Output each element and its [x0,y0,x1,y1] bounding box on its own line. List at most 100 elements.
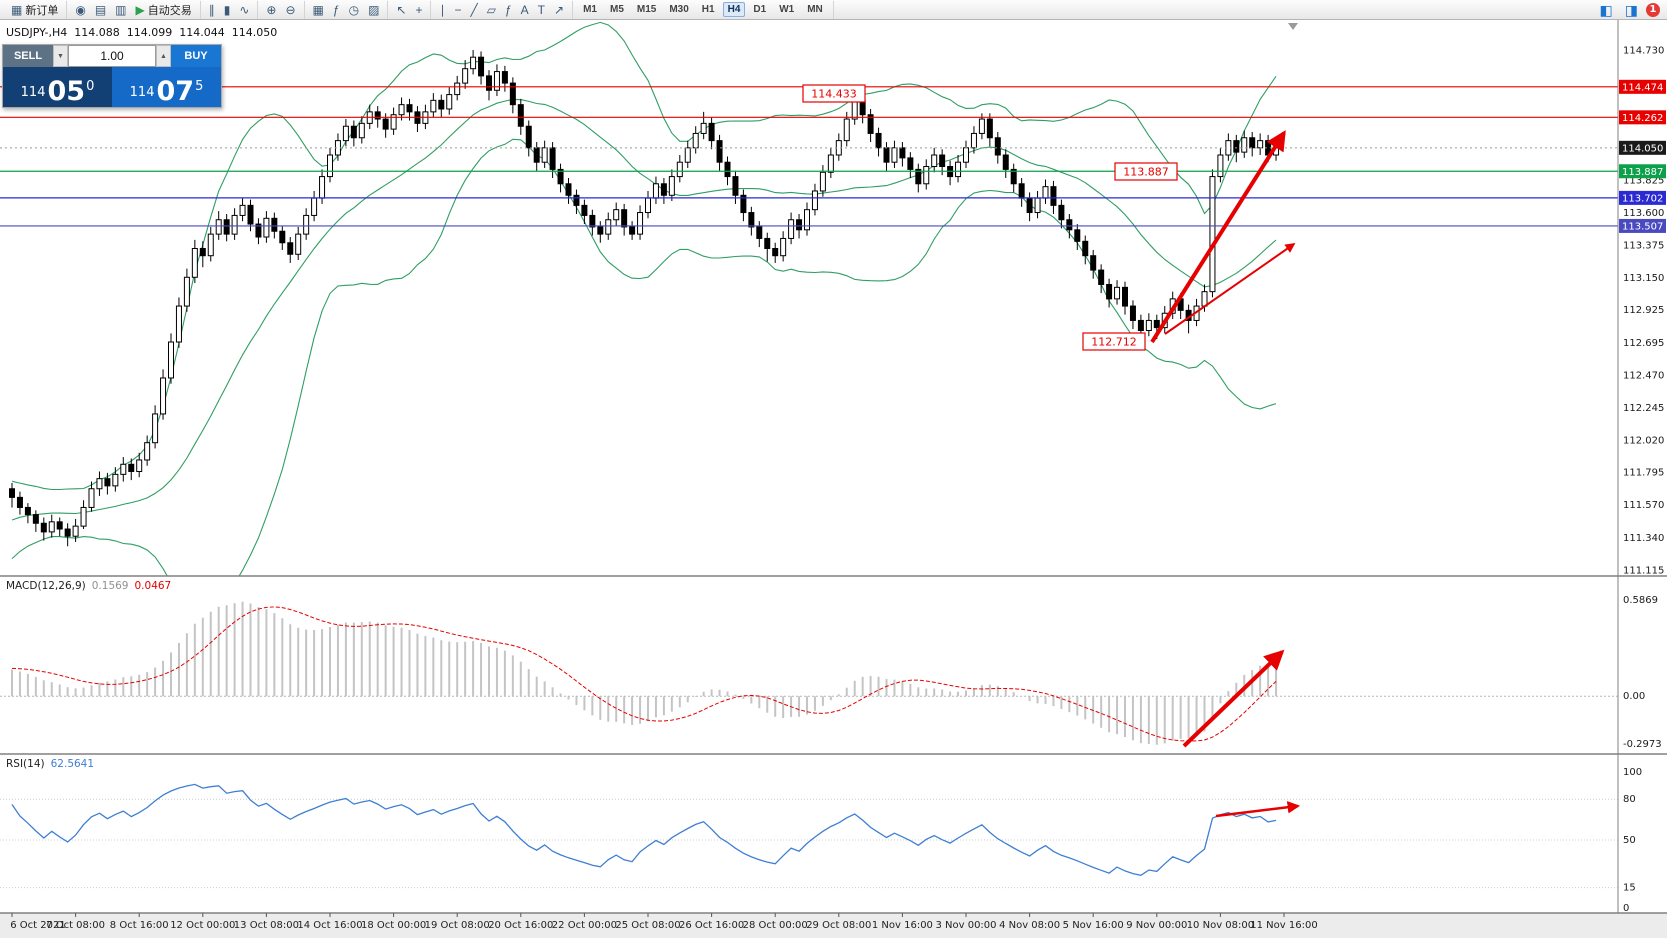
candlestick-chart-button[interactable]: ▮ [220,1,235,18]
main-toolbar: ▦ 新订单 ◉ ▤ ▥ ▶ 自动交易 ∥ ▮ ∿ ⊕ ⊖ ▦ ƒ ◷ ▨ ↖ + ∣ − ╱ ▱ ƒ A T ↗ M1 M5 M15 M3… [0,0,1667,20]
bollinger-bands [11,21,1277,576]
timeframe-m30-button[interactable]: M30 [664,2,693,17]
svg-text:6 Oct 2021: 6 Oct 2021 [10,920,65,931]
indicators-button[interactable]: ƒ [329,1,344,18]
text-label-button[interactable]: T [534,1,549,18]
vertical-line-button[interactable]: ∣ [435,1,449,18]
chart-shift-marker[interactable] [1288,23,1298,30]
svg-text:111.795: 111.795 [1623,468,1664,479]
bar-chart-button[interactable]: ∥ [205,1,219,18]
svg-text:20 Oct 16:00: 20 Oct 16:00 [488,920,553,931]
buy-price-panel[interactable]: 114 07 5 [112,67,221,107]
sounds-button[interactable]: ◉ [71,1,89,18]
trend-arrow-macd[interactable] [1182,649,1285,748]
price-badge-114.262: 114.262 [1619,110,1666,125]
periods-button[interactable]: ◷ [345,1,363,18]
charts-list-icon: ▤ [94,2,107,17]
svg-text:112.245: 112.245 [1623,403,1664,414]
accounts-icon: ▥ [115,2,127,17]
crosshair-icon: + [415,2,423,17]
candles-layer [9,50,1280,547]
svg-text:5 Nov 16:00: 5 Nov 16:00 [1063,920,1124,931]
timeframe-h4-button[interactable]: H4 [722,2,746,17]
sell-price-big: 05 [47,75,86,107]
fibonacci-button[interactable]: ƒ [501,1,516,18]
volume-input[interactable] [68,45,156,67]
rsi-name: RSI(14) [6,758,45,770]
autotrading-button[interactable]: ▶ 自动交易 [132,1,196,18]
symbol-period-label: USDJPY-,H4 [6,26,68,39]
svg-text:1 Nov 16:00: 1 Nov 16:00 [872,920,933,931]
tile-windows-icon: ▦ [312,2,324,17]
rsi-panel [0,783,1618,889]
chart-symbol-info: USDJPY-,H4 114.088 114.099 114.044 114.050 [6,26,284,39]
svg-text:113.825: 113.825 [1623,176,1664,187]
bar-chart-icon: ∥ [208,2,215,17]
autotrading-icon: ▶ [135,2,145,17]
buy-price-sup: 5 [195,79,204,94]
trend-arrow-main[interactable] [1150,130,1286,344]
price-badge-113.702: 113.702 [1619,190,1666,205]
svg-text:14 Oct 16:00: 14 Oct 16:00 [297,920,362,931]
new-order-button[interactable]: ▦ 新订单 [7,1,62,18]
tile-windows-button[interactable]: ▦ [309,1,328,18]
line-chart-button[interactable]: ∿ [235,1,253,18]
arrows-tool-icon: ↗ [554,2,565,17]
text-button[interactable]: A [517,1,533,18]
svg-text:113.702: 113.702 [1622,193,1663,204]
timeframe-w1-button[interactable]: W1 [774,2,799,17]
mql5-chat-button[interactable]: ◧ [1596,1,1617,18]
svg-text:113.375: 113.375 [1623,240,1664,251]
buy-price-big: 07 [156,75,195,107]
mql5-community-button[interactable]: ◨ [1621,1,1642,18]
periods-icon: ◷ [348,2,360,17]
svg-text:7 Oct 08:00: 7 Oct 08:00 [46,920,105,931]
buy-button[interactable]: BUY [171,45,221,67]
svg-text:25 Oct 08:00: 25 Oct 08:00 [615,920,680,931]
price-callout-114.433[interactable]: 114.433 [802,84,866,103]
timeframe-mn-button[interactable]: MN [802,2,828,17]
macd-axis-label: 0.00 [1623,691,1645,702]
accounts-button[interactable]: ▥ [111,1,130,18]
text-label-icon: T [537,2,546,17]
mql5-community-icon: ◨ [1624,1,1638,18]
ohlc-high: 114.099 [126,26,173,39]
arrows-tool-button[interactable]: ↗ [550,1,568,18]
rsi-line [11,783,1277,876]
channel-button[interactable]: ▱ [483,1,500,18]
svg-text:112.695: 112.695 [1623,338,1664,349]
timeframe-m1-button[interactable]: M1 [578,2,602,17]
cursor-button[interactable]: ↖ [392,1,410,18]
price-callout-113.887[interactable]: 113.887 [1114,162,1178,181]
trend-arrow-main[interactable] [1164,243,1296,335]
trendline-icon: ╱ [470,2,478,17]
price-callout-112.712[interactable]: 112.712 [1082,332,1146,351]
macd-main-value: 0.1569 [91,580,129,592]
notification-badge[interactable]: 1 [1646,2,1660,17]
svg-text:113.507: 113.507 [1622,221,1663,232]
timeframe-m5-button[interactable]: M5 [605,2,629,17]
templates-button[interactable]: ▨ [364,1,383,18]
svg-text:18 Oct 00:00: 18 Oct 00:00 [361,920,426,931]
charts-list-button[interactable]: ▤ [91,1,110,18]
trendline-button[interactable]: ╱ [467,1,482,18]
trend-arrow-rsi[interactable] [1215,801,1301,818]
timeframe-d1-button[interactable]: D1 [748,2,771,17]
svg-text:113.887: 113.887 [1123,166,1169,179]
vertical-line-icon: ∣ [439,2,446,17]
rsi-axis-label: 80 [1623,794,1636,805]
svg-text:3 Nov 00:00: 3 Nov 00:00 [935,920,996,931]
sell-button[interactable]: SELL [3,45,53,67]
svg-text:113.887: 113.887 [1622,167,1663,178]
volume-decrease-button[interactable]: ▼ [53,45,68,67]
horizontal-line-icon: − [454,2,462,17]
one-click-trading-widget: SELL ▼ ▲ BUY 114 05 0 114 07 5 [2,44,222,108]
sell-price-panel[interactable]: 114 05 0 [3,67,112,107]
zoom-in-button[interactable]: ⊕ [262,1,280,18]
timeframe-m15-button[interactable]: M15 [632,2,661,17]
volume-increase-button[interactable]: ▲ [156,45,171,67]
horizontal-line-button[interactable]: − [450,1,465,18]
timeframe-h1-button[interactable]: H1 [697,2,720,17]
zoom-out-button[interactable]: ⊖ [281,1,299,18]
crosshair-button[interactable]: + [411,1,426,18]
